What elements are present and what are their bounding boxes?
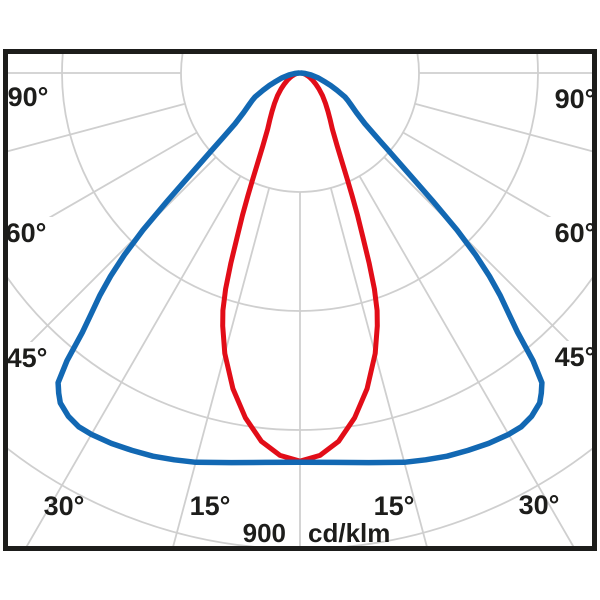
grid-spoke	[8, 102, 186, 153]
scale-caption-unit: cd/klm	[308, 518, 390, 548]
label-knockout	[8, 217, 53, 249]
label-knockout	[548, 341, 592, 373]
angle-tick-label: 15°	[190, 491, 231, 521]
angle-tick-label: 30°	[44, 491, 85, 521]
curves-layer	[55, 70, 545, 466]
grid-spoke	[358, 175, 575, 546]
grid-spoke	[25, 175, 242, 546]
label-knockout	[8, 342, 54, 374]
grid-spoke	[402, 131, 592, 243]
angle-tick-label: 45°	[7, 343, 48, 373]
grid-spoke	[414, 102, 592, 153]
intensity-curve-wide	[55, 70, 545, 466]
angle-tick-label: 45°	[555, 342, 596, 372]
angle-tick-label: 90°	[8, 82, 49, 112]
labels-layer: 90° 60° 45° 30° 15° 15° 30° 45° 60° 90° 900 cd/klm	[6, 82, 596, 548]
grid-spoke	[172, 187, 271, 546]
angle-tick-label: 15°	[374, 491, 415, 521]
frame-layer	[3, 49, 597, 551]
angle-tick-label: 60°	[6, 218, 47, 248]
plot-frame	[3, 49, 597, 551]
label-knockout-layer	[8, 217, 592, 374]
grid-spoke	[329, 187, 428, 546]
grid-spoke	[8, 131, 198, 243]
scale-caption-value: 900	[243, 518, 286, 548]
angle-tick-label: 90°	[555, 84, 596, 114]
label-knockout	[548, 217, 592, 249]
grid-ring	[180, 54, 420, 193]
angle-tick-label: 60°	[555, 218, 596, 248]
angle-tick-label: 30°	[519, 490, 560, 520]
